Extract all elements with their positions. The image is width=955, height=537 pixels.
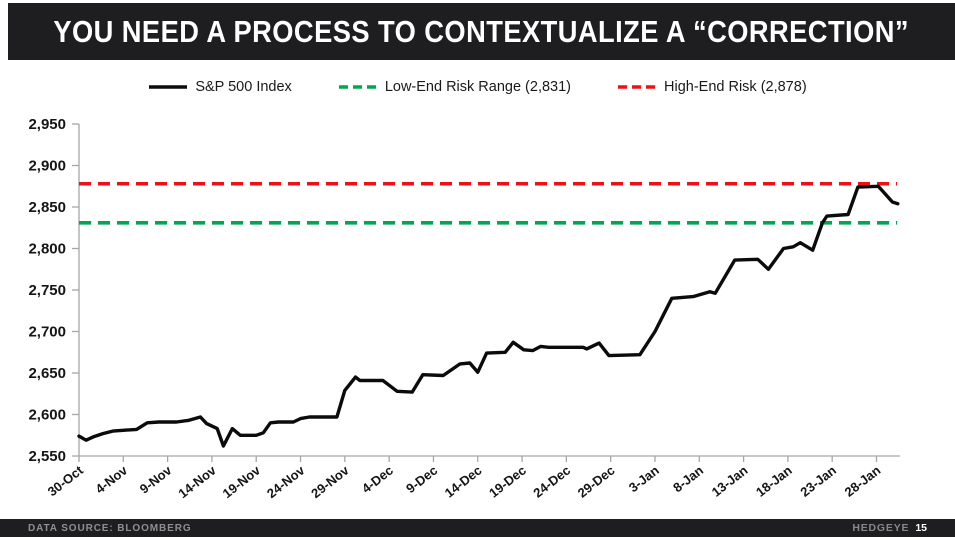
page-title: YOU NEED A PROCESS TO CONTEXTUALIZE A “C… xyxy=(53,13,910,49)
footer-brand-block: HEDGEYE 15 xyxy=(852,522,927,534)
x-tick-label: 24-Nov xyxy=(264,462,308,501)
x-tick-label: 19-Dec xyxy=(486,463,529,501)
legend-label-high-end-risk: High-End Risk (2,878) xyxy=(664,79,807,95)
legend-item-high-end-risk: High-End Risk (2,878) xyxy=(617,79,807,95)
brand-label: HEDGEYE xyxy=(852,522,910,534)
page-number: 15 xyxy=(915,522,927,534)
x-tick-label: 24-Dec xyxy=(530,463,573,501)
data-source-label: DATA SOURCE: BLOOMBERG xyxy=(28,522,192,534)
red-dashed-swatch-icon xyxy=(618,85,656,89)
x-tick-label: 28-Jan xyxy=(842,463,884,500)
x-tick-label: 9-Nov xyxy=(137,462,175,497)
x-tick-label: 19-Nov xyxy=(220,462,264,501)
solid-line-swatch-icon xyxy=(149,85,188,89)
y-tick-label: 2,850 xyxy=(28,199,66,216)
y-tick-label: 2,950 xyxy=(28,116,66,133)
green-dashed-swatch-icon xyxy=(338,85,377,89)
x-tick-label: 4-Dec xyxy=(359,463,396,497)
legend-item-low-end-risk: Low-End Risk Range (2,831) xyxy=(338,79,571,95)
y-tick-label: 2,700 xyxy=(28,324,66,341)
x-tick-label: 14-Nov xyxy=(175,462,219,501)
x-tick-label: 8-Jan xyxy=(670,463,706,496)
footer-bar: DATA SOURCE: BLOOMBERG HEDGEYE 15 xyxy=(0,519,955,537)
x-tick-label: 3-Jan xyxy=(626,463,662,496)
legend-label-sp500: S&P 500 Index xyxy=(195,79,292,95)
x-tick-label: 14-Dec xyxy=(442,463,485,501)
x-tick-label: 29-Dec xyxy=(575,463,618,501)
x-tick-label: 9-Dec xyxy=(403,463,440,497)
x-tick-label: 23-Jan xyxy=(797,463,839,500)
y-tick-label: 2,550 xyxy=(28,448,66,465)
y-tick-label: 2,800 xyxy=(28,241,66,258)
legend-item-sp500: S&P 500 Index xyxy=(148,79,292,95)
x-tick-label: 30-Oct xyxy=(45,462,87,499)
legend-label-low-end-risk: Low-End Risk Range (2,831) xyxy=(384,79,571,95)
y-tick-label: 2,900 xyxy=(28,158,66,175)
x-tick-label: 13-Jan xyxy=(709,463,751,500)
y-tick-label: 2,600 xyxy=(28,407,66,424)
y-tick-label: 2,650 xyxy=(28,365,66,382)
line-chart: 2,550 2,600 2,650 2,700 2,750 2,800 2,850 2,900… xyxy=(28,116,900,501)
y-tick-label: 2,750 xyxy=(28,282,66,299)
title-banner: YOU NEED A PROCESS TO CONTEXTUALIZE A “C… xyxy=(8,3,955,60)
chart-legend: S&P 500 Index Low-End Risk Range (2,831)… xyxy=(0,75,955,99)
x-tick-label: 4-Nov xyxy=(92,462,130,497)
x-tick-label: 18-Jan xyxy=(753,463,795,500)
sp500-series-line xyxy=(77,184,900,448)
x-tick-label: 29-Nov xyxy=(308,462,352,501)
